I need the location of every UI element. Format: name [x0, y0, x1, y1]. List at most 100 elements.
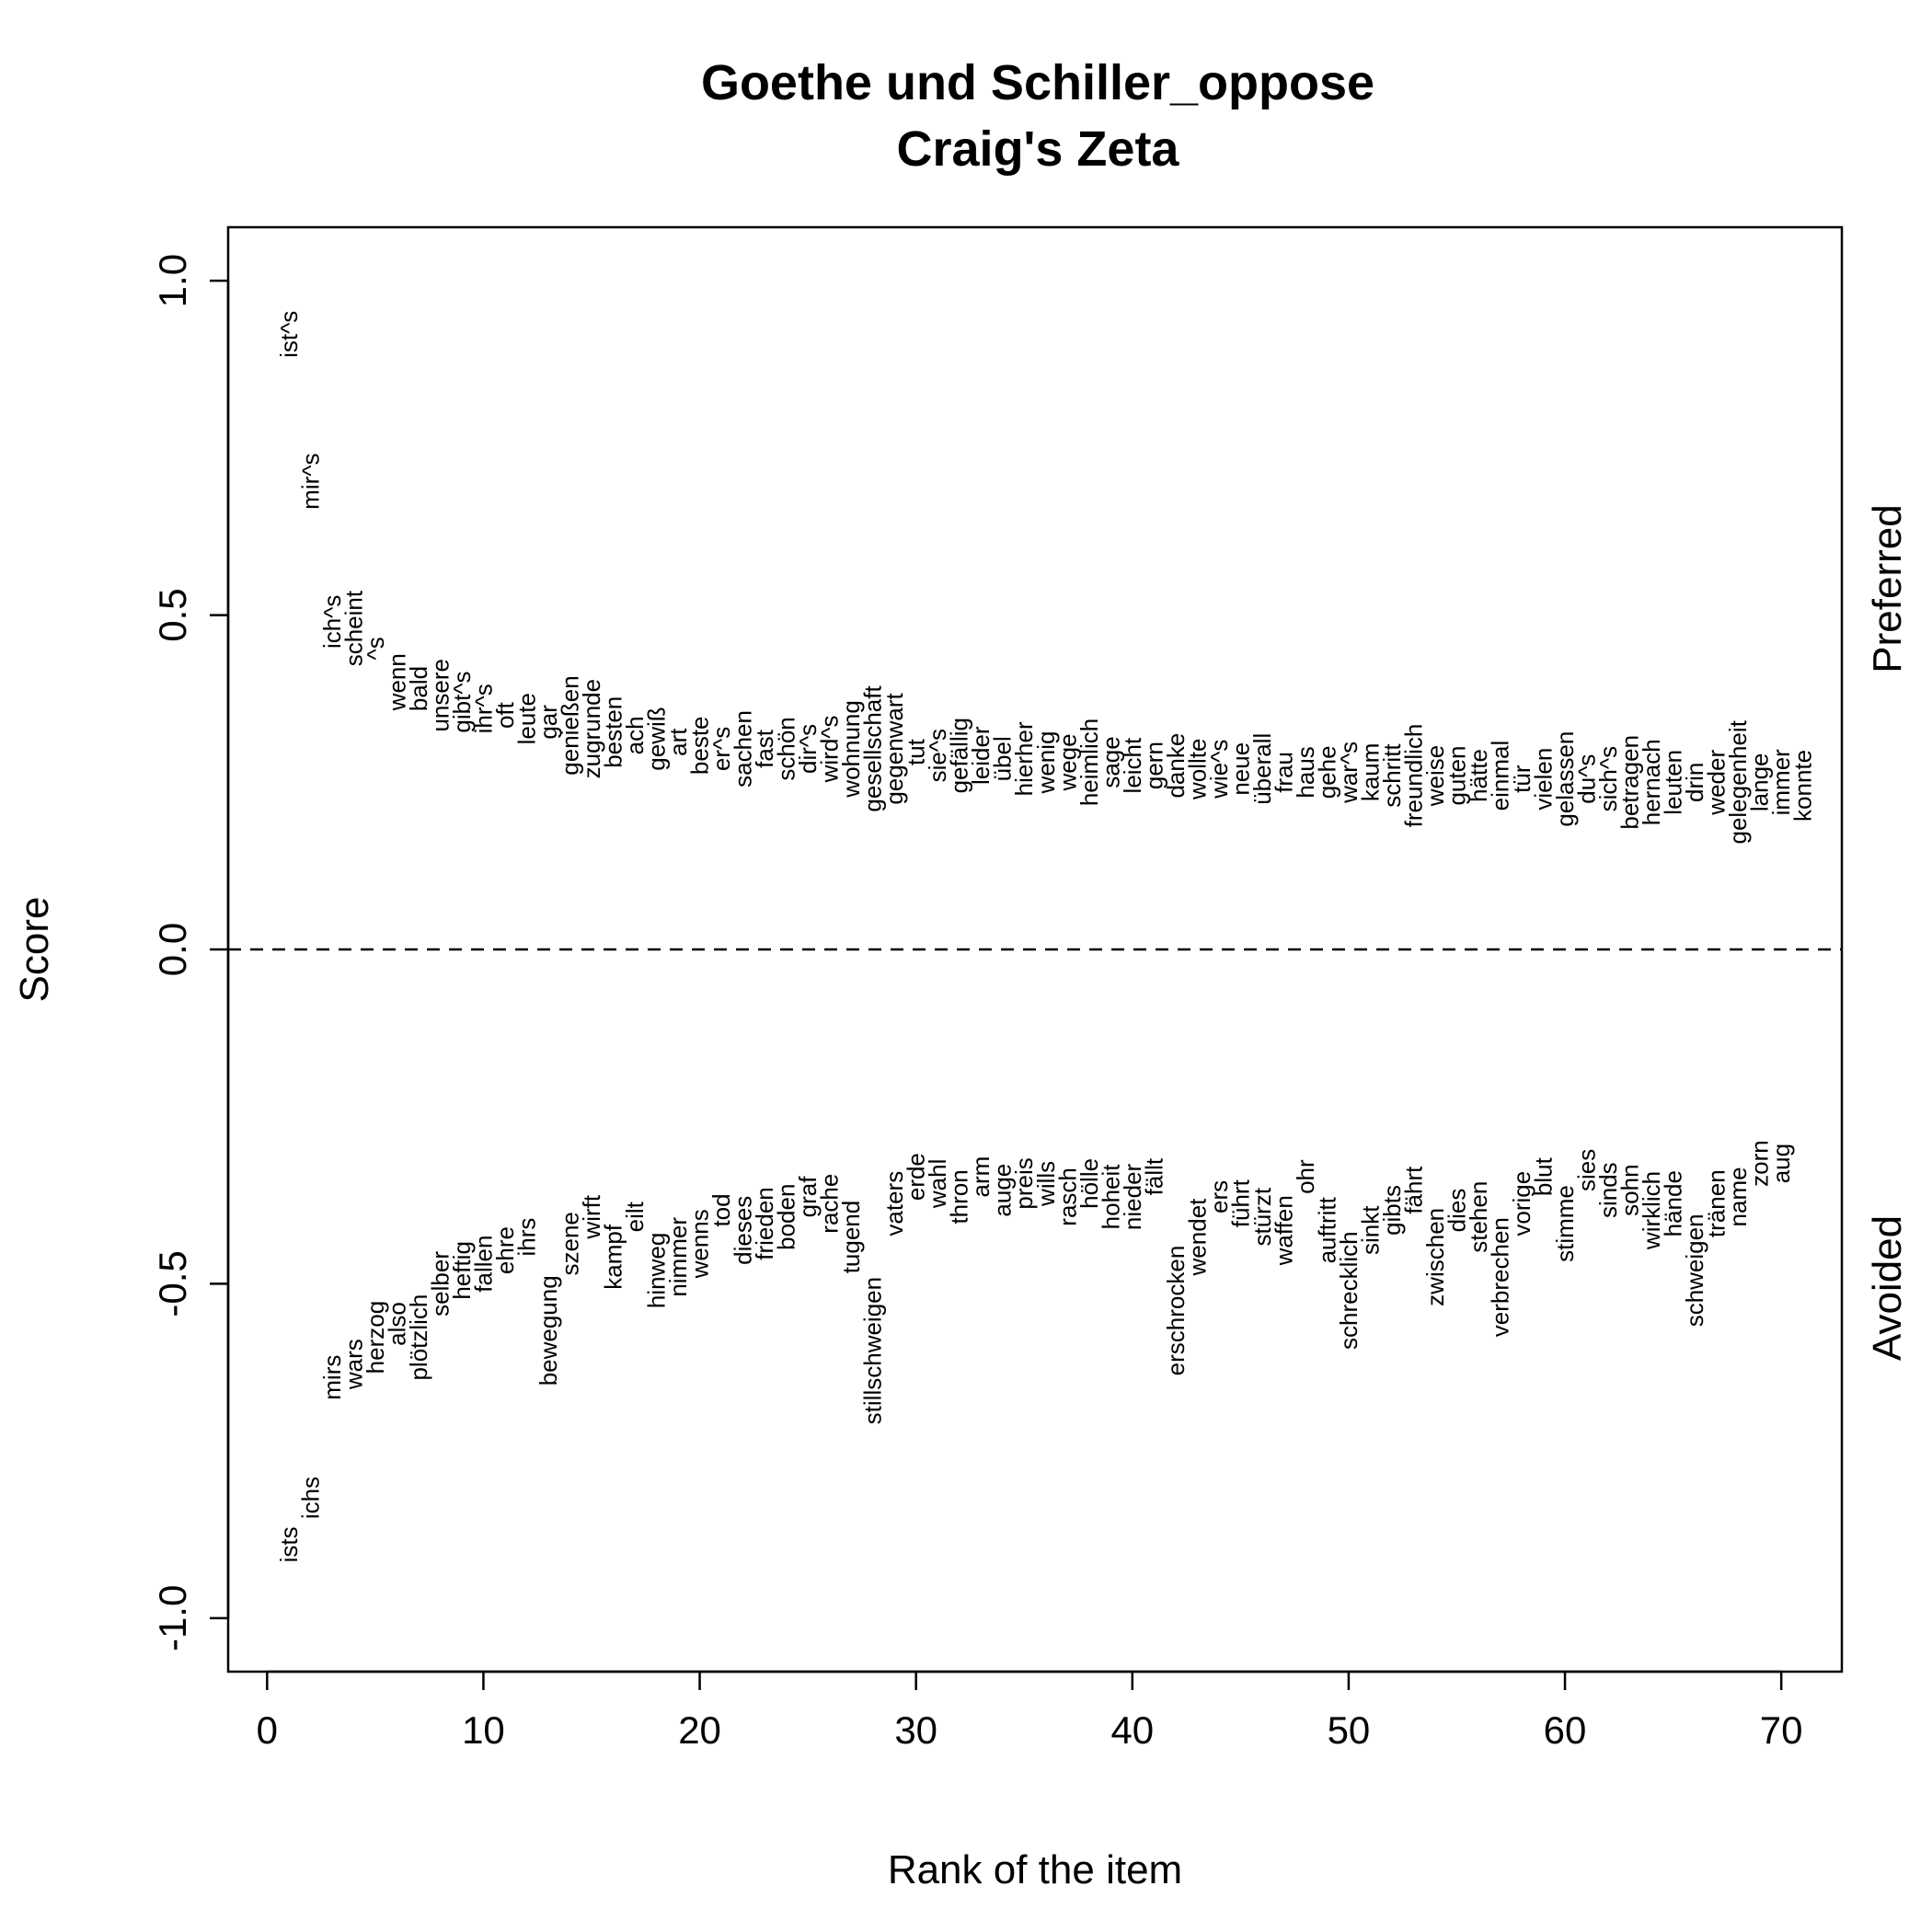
preferred-side-label: Preferred: [1865, 504, 1910, 673]
word-mark: scheint: [339, 590, 367, 666]
word-mark: ist^s: [275, 311, 303, 358]
avoided-side-label: Avoided: [1865, 1215, 1910, 1361]
word-mark: frieden: [751, 1187, 778, 1260]
word-mark: tür: [1508, 765, 1535, 793]
word-mark: vaters: [880, 1171, 908, 1236]
word-mark: wenn: [383, 653, 410, 711]
word-mark: wird^s: [816, 716, 844, 784]
word-mark: also: [383, 1302, 410, 1346]
word-mark: schrecklich: [1335, 1231, 1363, 1350]
word-mark: er^s: [707, 727, 735, 771]
word-mark: szene: [556, 1212, 583, 1275]
word-mark: tugend: [837, 1201, 865, 1274]
word-mark: fallen: [469, 1236, 497, 1293]
word-mark: zwischen: [1421, 1208, 1449, 1306]
word-mark: ists: [275, 1526, 303, 1562]
y-tick-label: 1.0: [151, 254, 194, 307]
word-mark: hoheit: [1097, 1164, 1124, 1230]
word-mark: dies: [1443, 1189, 1470, 1233]
word-mark: unsere: [426, 659, 454, 732]
word-mark: bald: [405, 666, 432, 711]
word-mark: ichs: [296, 1477, 324, 1519]
word-mark: nimmer: [664, 1217, 692, 1297]
word-mark: freundlich: [1399, 724, 1427, 828]
word-mark: sohn: [1616, 1164, 1644, 1215]
x-tick-label: 10: [462, 1708, 505, 1752]
word-mark: guten: [1443, 745, 1470, 805]
word-mark: sinkt: [1356, 1205, 1384, 1255]
chart-title: Goethe und Schiller_oppose: [701, 55, 1374, 110]
word-mark: nieder: [1119, 1163, 1146, 1230]
word-mark: gegenwart: [880, 692, 908, 804]
word-mark: gibts: [1378, 1185, 1406, 1236]
word-mark: überall: [1248, 733, 1276, 805]
word-mark: kaum: [1356, 743, 1384, 802]
word-mark: drin: [1681, 763, 1708, 802]
word-mark: herzog: [362, 1301, 389, 1374]
word-mark: hinweg: [643, 1233, 671, 1308]
word-mark: gibt^s: [448, 672, 476, 733]
word-mark: preis: [1010, 1157, 1038, 1209]
word-mark: schritt: [1378, 743, 1406, 808]
word-mark: rasch: [1053, 1167, 1081, 1226]
word-mark: wohnung: [837, 700, 865, 799]
x-axis-title: Rank of the item: [888, 1847, 1182, 1892]
x-tick-label: 70: [1760, 1708, 1803, 1752]
word-mark: sage: [1097, 736, 1124, 788]
word-mark: einmal: [1487, 741, 1514, 811]
word-mark: boden: [773, 1184, 800, 1250]
word-mark: oft: [491, 701, 519, 729]
word-mark: stehen: [1465, 1181, 1492, 1253]
word-mark: schweigen: [1681, 1213, 1708, 1327]
word-mark: leider: [967, 726, 995, 785]
word-mark: rache: [816, 1174, 844, 1234]
word-mark: wenns: [686, 1209, 714, 1279]
word-mark: sinds: [1594, 1162, 1622, 1218]
word-mark: führt: [1226, 1179, 1254, 1227]
x-axis: 0 10 20 30 40 50 60 70: [257, 1670, 1803, 1752]
word-mark: gesellschaft: [859, 685, 887, 812]
word-mark: war^s: [1335, 742, 1363, 804]
x-tick-label: 40: [1110, 1708, 1154, 1752]
word-mark: sies: [1573, 1149, 1601, 1191]
y-tick-label: -0.5: [151, 1250, 194, 1317]
word-mark: wirklich: [1638, 1171, 1665, 1250]
word-mark: mirs: [318, 1355, 346, 1400]
word-mark: wirft: [578, 1194, 605, 1239]
word-mark: zorn: [1746, 1140, 1774, 1187]
word-mark: dieses: [730, 1196, 757, 1265]
word-mark: sich^s: [1594, 746, 1622, 811]
word-mark: wollte: [1183, 739, 1211, 800]
word-mark: art: [664, 728, 692, 756]
word-mark: aug: [1767, 1144, 1795, 1183]
word-mark: frau: [1270, 752, 1297, 793]
word-mark: wege: [1053, 733, 1081, 791]
word-mark: name: [1724, 1167, 1752, 1226]
word-mark: erschrocken: [1162, 1246, 1190, 1376]
word-mark: haus: [1292, 746, 1319, 798]
word-mark: blut: [1530, 1156, 1558, 1196]
word-mark: ers: [1205, 1180, 1233, 1213]
y-tick-label: 0.5: [151, 588, 194, 641]
word-mark: auftritt: [1313, 1196, 1340, 1263]
word-mark: immer: [1767, 749, 1795, 816]
y-axis-title: Score: [12, 897, 57, 1003]
word-mark: wenig: [1032, 731, 1060, 795]
word-mark: heftig: [448, 1241, 476, 1300]
word-mark: arm: [967, 1156, 995, 1198]
word-mark: hände: [1660, 1170, 1687, 1236]
word-mark: bewegung: [535, 1275, 562, 1386]
word-mark: eilt: [621, 1201, 649, 1232]
word-mark: sie^s: [924, 729, 951, 782]
word-mark: fast: [751, 729, 778, 768]
word-mark: tut: [903, 738, 930, 765]
word-mark: zugrunde: [578, 679, 605, 778]
word-mark: graf: [794, 1176, 822, 1218]
word-mark: erde: [903, 1153, 930, 1201]
word-mark: ^s: [362, 637, 389, 660]
word-mark: konnte: [1789, 750, 1817, 822]
word-mark: danke: [1162, 733, 1190, 799]
y-tick-label: 0.0: [151, 923, 194, 976]
word-mark: ihrs: [512, 1218, 540, 1257]
